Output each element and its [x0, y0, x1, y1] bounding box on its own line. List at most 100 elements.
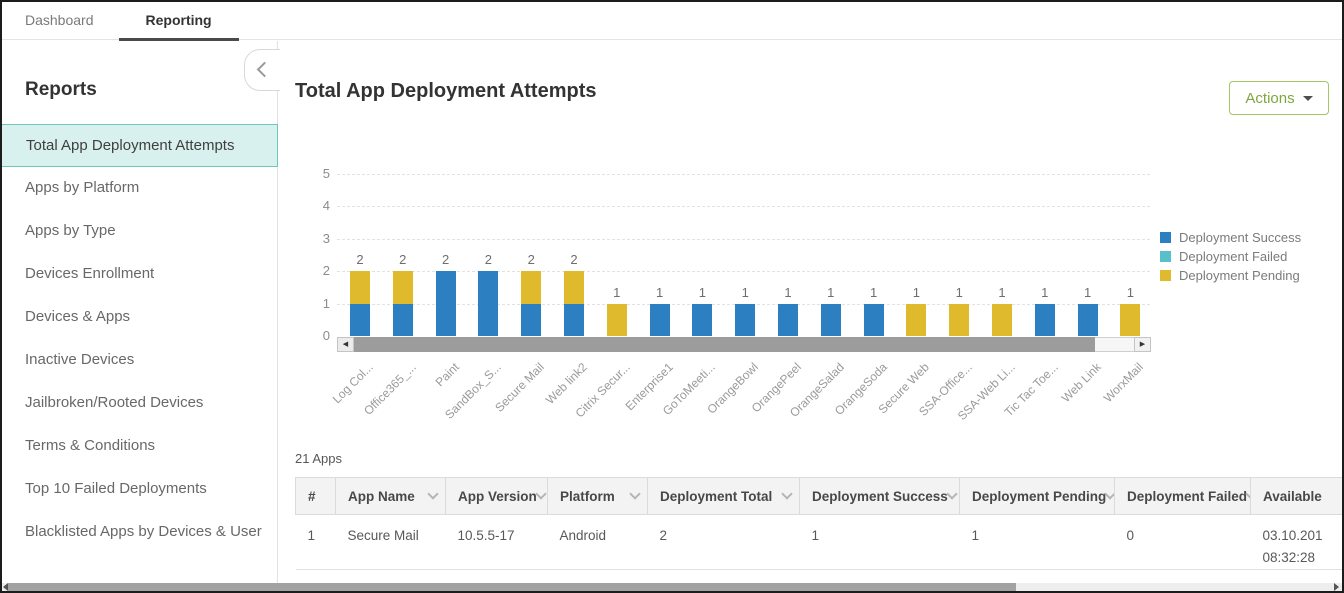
column-header-deployment-pending[interactable]: Deployment Pending [959, 477, 1115, 515]
scroll-right-arrow-icon[interactable]: ▶ [1134, 337, 1151, 352]
actions-button[interactable]: Actions [1229, 81, 1329, 115]
bar-value-label: 1 [998, 284, 1006, 300]
chevron-down-icon[interactable] [629, 488, 641, 500]
chevron-down-icon[interactable] [781, 488, 793, 500]
table-cell: Secure Mail [335, 514, 446, 570]
sidebar-item-total-app-deployment-attempts[interactable]: Total App Deployment Attempts [0, 124, 278, 167]
page-title: Total App Deployment Attempts [295, 80, 597, 102]
bar-value-label: 1 [1083, 284, 1092, 300]
column-header-available[interactable]: Available [1250, 477, 1344, 515]
sidebar-item-devices-apps[interactable]: Devices & Apps [25, 308, 131, 325]
bar-value-label: 1 [869, 284, 878, 300]
sidebar-item-top-10-failed-deployments[interactable]: Top 10 Failed Deployments [25, 480, 207, 497]
bar-value-label: 2 [441, 252, 450, 268]
deployment-chart: 2 2 2 2 2 2 1 1 1 1 1 1 1 1 1 1 1 1 1 [337, 165, 1150, 336]
column-header-label: Deployment Pending [972, 488, 1107, 504]
bar-segment-deployment-success [820, 303, 841, 336]
table-cell: 10.5.5-17 [445, 514, 548, 570]
chevron-down-icon[interactable] [946, 488, 958, 500]
gridline [337, 238, 1150, 240]
bar-segment-deployment-success [392, 303, 413, 336]
bar-segment-deployment-pending [350, 271, 370, 304]
table-cell: Android [547, 514, 648, 570]
bar-value-label: 1 [912, 284, 920, 300]
bar-segment-deployment-pending [392, 271, 413, 304]
column-header-platform[interactable]: Platform [547, 477, 648, 515]
bar-segment-deployment-pending [1120, 303, 1141, 336]
column-header-label: Deployment Success [812, 488, 948, 504]
table-cell: 1 [959, 514, 1115, 570]
column-header-deployment-success[interactable]: Deployment Success [799, 477, 960, 515]
bar-value-label: 2 [570, 252, 578, 268]
legend-label: Deployment Success [1179, 230, 1302, 245]
sidebar-collapse-button[interactable] [244, 49, 280, 91]
y-tick-label: 3 [322, 230, 330, 246]
gridline [337, 174, 1150, 175]
y-tick-label: 4 [322, 198, 330, 214]
bar-segment-deployment-success [778, 303, 798, 336]
reports-sidebar: Reports Total App Deployment Attempts App… [0, 41, 278, 593]
chart-scrollbar-track[interactable] [1095, 337, 1134, 352]
bar-segment-deployment-success [649, 303, 670, 336]
y-tick-label: 5 [322, 166, 330, 181]
column-header-app-version[interactable]: App Version [445, 477, 548, 515]
y-tick-label: 2 [322, 263, 330, 279]
chevron-down-icon[interactable] [427, 488, 439, 500]
sidebar-item-list: Total App Deployment Attempts Apps by Pla… [0, 124, 278, 554]
sidebar-item-terms-conditions[interactable]: Terms & Conditions [25, 437, 156, 454]
scroll-left-arrow-icon[interactable] [3, 583, 8, 591]
column-header--: # [295, 477, 336, 515]
scroll-right-arrow-icon[interactable] [1334, 583, 1339, 591]
window-scrollbar-thumb[interactable] [8, 583, 1016, 591]
bar-value-label: 1 [741, 284, 749, 300]
sidebar-item-blacklisted-apps-by-devices-user[interactable]: Blacklisted Apps by Devices & User [25, 523, 262, 540]
sidebar-item-apps-by-type[interactable]: Apps by Type [25, 222, 116, 239]
column-header-deployment-failed[interactable]: Deployment Failed [1114, 477, 1251, 515]
chart-scrollbar-thumb[interactable] [354, 337, 1095, 352]
y-tick-label: 0 [322, 328, 330, 343]
top-tab-bar: Dashboard Reporting [0, 0, 1344, 41]
column-header-label: App Name [348, 488, 415, 504]
chart-legend: Deployment Success Deployment Failed Deplo… [1160, 228, 1301, 285]
bar-value-label: 1 [698, 284, 706, 300]
bar-segment-deployment-success [735, 303, 756, 336]
bar-value-label: 2 [527, 252, 535, 268]
bar-value-label: 2 [484, 252, 492, 268]
column-header-label: Deployment Total [660, 488, 773, 504]
bar-value-label: 1 [655, 284, 664, 300]
legend-swatch-icon [1160, 270, 1171, 281]
tab-dashboard[interactable]: Dashboard [25, 12, 94, 28]
legend-swatch-icon [1160, 251, 1171, 262]
sidebar-title: Reports [25, 79, 97, 100]
column-header-app-name[interactable]: App Name [335, 477, 446, 515]
chart-horizontal-scrollbar[interactable]: ◀ ▶ [337, 337, 1151, 352]
table-row: 1 Secure Mail 10.5.5-17 Android 2 1 1 0 03.10.20… [295, 514, 1344, 570]
bar-segment-deployment-pending [992, 303, 1012, 336]
legend-item: Deployment Pending [1160, 266, 1301, 285]
table-cell: 1 [295, 514, 336, 570]
sidebar-item-devices-enrollment[interactable]: Devices Enrollment [25, 265, 155, 282]
bar-segment-deployment-success [521, 303, 542, 336]
column-header-deployment-total[interactable]: Deployment Total [647, 477, 800, 515]
bar-value-label: 2 [399, 252, 407, 268]
bar-segment-deployment-success [350, 303, 370, 336]
sidebar-item-inactive-devices[interactable]: Inactive Devices [25, 351, 135, 368]
scroll-left-arrow-icon[interactable]: ◀ [337, 337, 354, 352]
bar-value-label: 1 [955, 284, 963, 300]
chevron-down-icon[interactable] [535, 488, 547, 500]
actions-button-label: Actions [1245, 89, 1295, 107]
apps-count: 21 Apps [295, 451, 342, 466]
y-tick-label: 1 [322, 295, 330, 311]
sidebar-item-jailbroken-rooted-devices[interactable]: Jailbroken/Rooted Devices [25, 394, 204, 411]
bar-value-label: 1 [827, 284, 835, 300]
tab-reporting[interactable]: Reporting [118, 0, 239, 41]
legend-label: Deployment Failed [1179, 249, 1288, 264]
window-horizontal-scrollbar[interactable] [2, 583, 1342, 591]
bar-segment-deployment-success [564, 303, 584, 336]
sidebar-item-apps-by-platform[interactable]: Apps by Platform [25, 179, 140, 196]
bar-value-label: 1 [613, 284, 621, 300]
bar-value-label: 1 [784, 284, 792, 300]
bar-segment-deployment-pending [564, 271, 584, 304]
column-header-label: Platform [560, 488, 615, 504]
